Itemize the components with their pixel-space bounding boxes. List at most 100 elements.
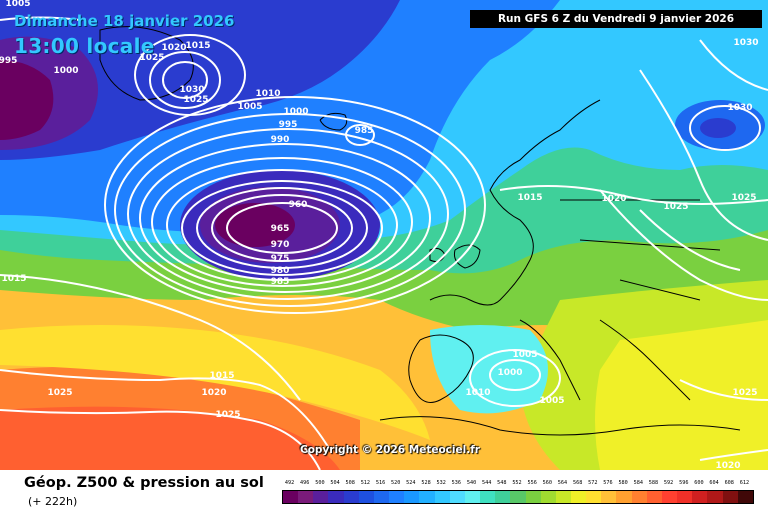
isobar-label: 1005 xyxy=(5,0,30,9)
run-info: Run GFS 6 Z du Vendredi 9 janvier 2026 xyxy=(470,10,762,28)
scale-tick-label: 544 xyxy=(481,480,492,486)
isobar-label: 1000 xyxy=(53,66,78,76)
scale-swatch xyxy=(661,491,678,503)
isobar-label: 995 xyxy=(279,120,298,130)
scale-tick-label: 600 xyxy=(694,480,704,486)
scale-tick-label: 588 xyxy=(648,480,659,486)
isobar-label: 1005 xyxy=(512,350,537,360)
scale-swatch xyxy=(570,491,587,503)
isobar-label: 1030 xyxy=(727,103,752,113)
color-scale-ticks: 492 496 500 504 508 512 516 520 524 528 532 536 540 5… xyxy=(282,480,752,488)
isobar-label: 1025 xyxy=(139,53,164,63)
scale-swatch xyxy=(434,491,450,503)
scale-tick-label: 528 xyxy=(421,480,431,486)
isobar-label: 1005 xyxy=(539,396,564,406)
scale-tick-label: 576 xyxy=(603,480,613,486)
isobar-label: 1015 xyxy=(185,41,210,51)
scale-tick-label: 596 xyxy=(679,480,689,486)
isobar-label: 1005 xyxy=(237,102,262,112)
isobar-label: 1015 xyxy=(1,274,26,284)
isobar-label: 985 xyxy=(355,126,374,136)
isobar-label: 990 xyxy=(271,135,290,145)
scale-swatch xyxy=(495,491,511,503)
scale-tick-label: 500 xyxy=(315,480,325,486)
scale-tick-label: 496 xyxy=(300,480,310,486)
scale-tick-label: 524 xyxy=(406,480,416,486)
color-scale-bar xyxy=(282,490,754,504)
isobar-label: 1020 xyxy=(201,388,226,398)
scale-swatch xyxy=(358,491,374,503)
footer-subtitle: (+ 222h) xyxy=(28,495,78,508)
scale-tick-label: 552 xyxy=(512,480,522,486)
scale-swatch xyxy=(283,491,299,503)
isobar-label: 1025 xyxy=(732,388,757,398)
isobar-label: 980 xyxy=(271,266,290,276)
isobar-label: 985 xyxy=(271,277,290,287)
scale-swatch xyxy=(586,491,602,503)
scale-tick-label: 492 xyxy=(284,480,295,486)
forecast-time: 13:00 locale xyxy=(14,34,155,58)
isobar-label: 1020 xyxy=(715,461,740,470)
scale-tick-label: 568 xyxy=(572,480,583,486)
scale-swatch xyxy=(389,491,405,503)
scale-swatch xyxy=(480,491,496,503)
scale-tick-label: 516 xyxy=(375,480,386,486)
scale-tick-label: 520 xyxy=(391,480,401,486)
scale-tick-label: 580 xyxy=(618,480,628,486)
scale-swatch xyxy=(404,491,420,503)
scale-swatch xyxy=(449,491,465,503)
scale-swatch xyxy=(373,491,390,503)
isobar-label: 1015 xyxy=(209,371,234,381)
scale-tick-label: 556 xyxy=(527,480,537,486)
field-med-cyan xyxy=(430,325,548,414)
scale-swatch xyxy=(419,491,435,503)
scale-swatch xyxy=(510,491,526,503)
scale-tick-label: 504 xyxy=(330,480,340,486)
field-nw-core xyxy=(0,60,54,140)
isobar-label: 1020 xyxy=(601,194,626,204)
forecast-date: Dimanche 18 janvier 2026 xyxy=(14,12,235,30)
scale-tick-label: 604 xyxy=(709,480,719,486)
scale-tick-label: 512 xyxy=(360,480,371,486)
scale-swatch xyxy=(601,491,617,503)
scale-swatch xyxy=(692,491,708,503)
copyright-text: Copyright © 2026 Meteociel.fr xyxy=(300,444,480,456)
scale-swatch xyxy=(707,491,723,503)
scale-swatch xyxy=(616,491,632,503)
scale-tick-label: 560 xyxy=(542,480,552,486)
isobar-label: 1025 xyxy=(731,193,756,203)
isobar-label: 960 xyxy=(289,200,308,210)
isobar-label: 1010 xyxy=(465,388,490,398)
isobar-label: 1020 xyxy=(161,43,186,53)
scale-swatch xyxy=(328,491,344,503)
field-ne-core xyxy=(700,118,736,138)
isobar-label: 1025 xyxy=(663,202,688,212)
isobar-label: 1010 xyxy=(255,89,280,99)
isobar-label: 965 xyxy=(271,224,290,234)
scale-swatch xyxy=(677,491,693,503)
isobar-label: 1000 xyxy=(497,368,522,378)
isobar-lines xyxy=(0,16,768,470)
scale-tick-label: 592 xyxy=(663,480,674,486)
scale-swatch xyxy=(343,491,359,503)
scale-swatch xyxy=(631,491,647,503)
isobar-label: 1000 xyxy=(283,107,308,117)
scale-tick-label: 540 xyxy=(466,480,477,486)
field-yellow xyxy=(0,325,430,440)
scale-swatch xyxy=(722,491,738,503)
scale-swatch xyxy=(313,491,329,503)
isobar-label: 1025 xyxy=(215,410,240,420)
isobar-label: 970 xyxy=(271,240,290,250)
isobar-label: 1030 xyxy=(179,85,204,95)
field-se-yellow xyxy=(595,320,768,470)
scale-swatch xyxy=(737,491,753,503)
scale-tick-label: 508 xyxy=(345,480,355,486)
coastlines xyxy=(99,26,741,436)
scale-tick-label: 564 xyxy=(557,480,568,486)
isobar-label: 1030 xyxy=(733,38,758,48)
isobar-label: 1015 xyxy=(517,193,542,203)
weather-map: 1005 995 1000 1020 1015 1025 1030 1025 1010 1005 1… xyxy=(0,0,768,470)
scale-swatch xyxy=(298,491,314,503)
scale-swatch xyxy=(555,491,571,503)
